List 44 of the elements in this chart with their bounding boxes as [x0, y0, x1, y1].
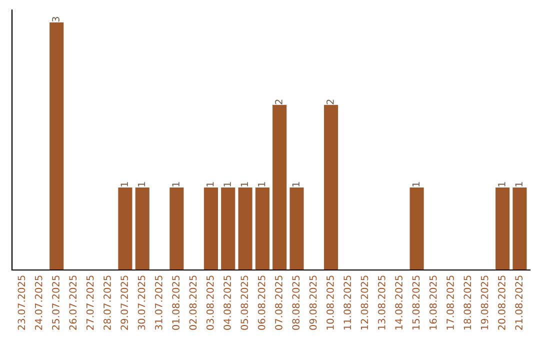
data-label: 1 — [515, 182, 522, 186]
x-tick-label: 09.08.2025 — [309, 276, 317, 330]
x-tick-label: 19.08.2025 — [480, 276, 488, 330]
data-label: 1 — [172, 182, 180, 186]
x-tick-label: 18.08.2025 — [464, 276, 472, 330]
data-label: 1 — [240, 182, 248, 186]
x-tick-label: 02.08.2025 — [189, 276, 197, 330]
x-tick-label: 14.08.2025 — [395, 276, 402, 330]
data-label: 1 — [206, 182, 214, 186]
x-tick-label: 08.08.2025 — [292, 276, 300, 330]
x-tick-label: 16.08.2025 — [429, 276, 437, 330]
x-tick-label: 26.07.2025 — [69, 276, 77, 330]
x-tick-label: 12.08.2025 — [360, 276, 368, 330]
x-tick-label: 11.08.2025 — [344, 276, 352, 330]
x-tick-label: 01.08.2025 — [172, 276, 180, 330]
x-tick-label: 04.08.2025 — [224, 276, 231, 330]
x-tick-label: 31.07.2025 — [154, 276, 162, 330]
data-label: 1 — [412, 182, 420, 186]
x-tick-label: 15.08.2025 — [412, 276, 420, 330]
x-tick-label: 10.08.2025 — [326, 276, 334, 330]
data-label: 1 — [258, 182, 266, 186]
x-tick-label: 30.07.2025 — [138, 276, 146, 330]
x-tick-label: 05.08.2025 — [240, 276, 248, 330]
data-label: 2 — [275, 100, 282, 104]
x-tick-label: 13.08.2025 — [378, 276, 386, 330]
x-tick-label: 21.08.2025 — [515, 276, 523, 330]
x-tick-label: 28.07.2025 — [104, 276, 111, 330]
x-tick-label: 07.08.2025 — [275, 276, 282, 330]
x-tick-label: 17.08.2025 — [446, 276, 454, 330]
data-label: 2 — [326, 100, 334, 104]
data-label: 1 — [120, 182, 128, 186]
data-label: 1 — [292, 182, 300, 186]
data-label: 1 — [498, 182, 506, 186]
x-tick-label: 25.07.2025 — [52, 276, 60, 330]
x-tick-label: 27.07.2025 — [86, 276, 94, 330]
data-label: 3 — [52, 16, 60, 22]
data-label: 1 — [224, 182, 231, 186]
x-tick-label: 23.07.2025 — [18, 276, 26, 330]
x-tick-label: 06.08.2025 — [258, 276, 266, 330]
x-tick-label: 20.08.2025 — [498, 276, 506, 330]
x-tick-label: 24.07.2025 — [34, 276, 42, 330]
x-tick-label: 29.07.2025 — [120, 276, 128, 330]
x-tick-label: 03.08.2025 — [206, 276, 214, 330]
data-label: 1 — [138, 182, 146, 186]
